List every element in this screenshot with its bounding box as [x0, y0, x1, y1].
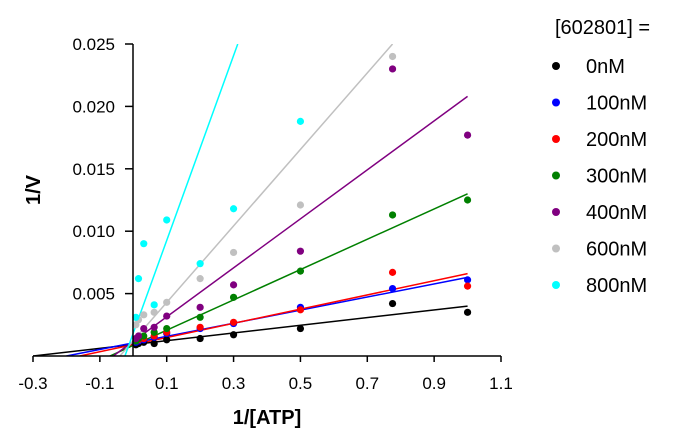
legend-label: 200nM — [586, 129, 647, 151]
data-point-800nM — [132, 313, 140, 321]
y-axis-title: 1/V — [23, 174, 45, 205]
axes — [33, 44, 501, 357]
legend-label: 0nM — [586, 56, 625, 78]
data-point-600nM — [140, 311, 148, 319]
data-point-600nM — [296, 201, 305, 209]
x-tick-label: 0.1 — [155, 374, 179, 393]
legend-title: [602801] = — [555, 17, 650, 39]
fit-line-800nM — [124, 44, 239, 356]
data-point-800nM — [296, 117, 305, 125]
data-point-200nM — [463, 282, 472, 290]
data-point-400nM — [296, 247, 305, 255]
x-tick-label: -0.1 — [85, 374, 114, 393]
legend-marker-100nM — [552, 98, 560, 107]
legend-label: 100nM — [586, 93, 647, 115]
data-point-0nM — [229, 331, 238, 339]
legend-marker-300nM — [552, 171, 560, 180]
legend-marker-200nM — [552, 135, 560, 143]
fit-line-0nM — [33, 305, 468, 356]
data-point-400nM — [229, 281, 238, 289]
data-point-600nM — [229, 248, 238, 257]
y-tick-label: 0.025 — [72, 35, 115, 54]
data-point-100nM — [388, 285, 397, 293]
data-point-600nM — [388, 52, 397, 61]
data-point-300nM — [463, 196, 472, 204]
data-point-800nM — [196, 260, 204, 268]
y-tick-label: 0.020 — [72, 97, 115, 116]
data-point-300nM — [296, 267, 305, 275]
fit-lines — [33, 44, 469, 356]
data-point-200nM — [388, 268, 397, 276]
data-point-200nM — [296, 306, 305, 314]
data-point-800nM — [140, 240, 148, 248]
data-point-300nM — [388, 211, 397, 219]
data-point-400nM — [134, 332, 143, 340]
legend-marker-600nM — [552, 244, 560, 253]
data-point-400nM — [150, 323, 158, 331]
data-point-400nM — [163, 312, 171, 320]
data-point-0nM — [150, 339, 158, 348]
x-tick-label: 1.1 — [489, 374, 513, 393]
data-point-400nM — [196, 303, 204, 311]
data-point-600nM — [150, 308, 158, 316]
data-point-600nM — [163, 298, 171, 306]
legend-label: 600nM — [586, 239, 647, 261]
data-point-200nM — [229, 318, 238, 326]
x-tick-label: -0.3 — [18, 374, 47, 393]
y-tick-label: 0.010 — [72, 222, 115, 241]
x-tick-label: 0.7 — [355, 374, 379, 393]
y-tick-label: 0.015 — [72, 160, 115, 179]
data-point-0nM — [296, 324, 305, 333]
data-point-800nM — [163, 216, 171, 224]
legend: [602801] = 0nM 100nM 200nM 300nM 400nM 600nM 8… — [552, 17, 650, 297]
legend-label: 800nM — [586, 275, 647, 297]
data-point-600nM — [196, 275, 204, 283]
x-tick-label: 0.5 — [289, 374, 313, 393]
legend-marker-0nM — [552, 62, 560, 70]
data-point-0nM — [163, 336, 171, 344]
data-point-200nM — [196, 323, 204, 331]
data-point-300nM — [163, 324, 171, 333]
data-point-300nM — [196, 313, 204, 321]
data-point-800nM — [134, 275, 143, 283]
data-point-400nM — [388, 65, 397, 73]
fit-line-600nM — [119, 44, 394, 356]
y-tick-label: 0.005 — [72, 285, 115, 304]
data-point-300nM — [140, 332, 148, 340]
x-tick-label: 0.9 — [422, 374, 446, 393]
legend-marker-800nM — [552, 281, 560, 289]
data-point-0nM — [463, 308, 472, 316]
y-axis-ticks: 0.005 0.010 0.015 0.020 0.025 — [72, 35, 133, 304]
data-point-0nM — [388, 299, 397, 308]
data-point-400nM — [463, 131, 472, 139]
x-axis-ticks: -0.3 -0.1 0.1 0.3 0.5 0.7 0.9 1.1 — [18, 356, 513, 393]
data-point-300nM — [229, 293, 238, 301]
legend-label: 400nM — [586, 202, 647, 224]
data-point-800nM — [229, 205, 238, 213]
data-point-0nM — [196, 334, 204, 343]
x-tick-label: 0.3 — [222, 374, 246, 393]
legend-marker-400nM — [552, 208, 560, 216]
data-point-300nM — [150, 328, 158, 336]
x-axis-title: 1/[ATP] — [233, 407, 302, 429]
fit-line-400nM — [112, 95, 469, 356]
data-points — [132, 52, 472, 349]
data-point-800nM — [150, 301, 158, 309]
data-point-400nM — [140, 324, 148, 333]
data-point-100nM — [463, 276, 472, 284]
legend-label: 300nM — [586, 166, 647, 188]
